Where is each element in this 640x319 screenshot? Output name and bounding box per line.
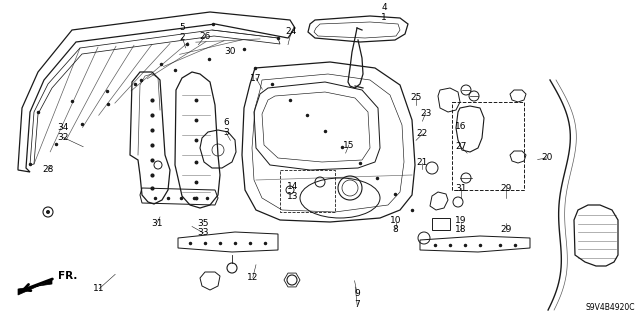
Text: 4: 4 [381,3,387,11]
Text: 13: 13 [287,192,298,201]
Text: 15: 15 [343,141,355,150]
Text: 11: 11 [93,284,105,293]
Text: 29: 29 [500,225,511,234]
Text: 18: 18 [455,225,467,234]
Text: 27: 27 [455,142,467,151]
Text: 34: 34 [57,123,68,132]
Text: 12: 12 [247,273,259,282]
Text: 21: 21 [417,158,428,167]
Text: 2: 2 [180,33,185,42]
Text: 19: 19 [455,216,467,225]
Bar [432,218,450,230]
Text: 28: 28 [42,165,54,174]
Text: 7: 7 [355,300,360,309]
Text: 29: 29 [500,184,511,193]
Text: 14: 14 [287,182,298,191]
Text: S9V4B4920C: S9V4B4920C [586,303,635,312]
Text: 10: 10 [390,216,401,225]
Polygon shape [18,280,52,295]
Text: 5: 5 [180,23,185,32]
Text: 22: 22 [417,130,428,138]
Bar [280,170,335,212]
Text: 1: 1 [381,13,387,22]
Text: 33: 33 [198,228,209,237]
Text: 26: 26 [199,32,211,41]
Text: 30: 30 [225,48,236,56]
Text: 3: 3 [223,128,228,137]
Text: 8: 8 [393,225,398,234]
Bar [452,102,524,190]
Text: 24: 24 [285,27,297,36]
Text: 25: 25 [410,93,422,102]
Text: 16: 16 [455,122,467,130]
Text: 35: 35 [198,219,209,228]
Text: 6: 6 [223,118,228,127]
Text: 32: 32 [57,133,68,142]
Text: FR.: FR. [58,271,77,281]
Text: 20: 20 [541,153,553,162]
Circle shape [46,210,50,214]
Text: 17: 17 [250,74,262,83]
Text: 31: 31 [151,219,163,228]
Text: 23: 23 [420,109,431,118]
Text: 9: 9 [355,289,360,298]
Text: 31: 31 [455,184,467,193]
